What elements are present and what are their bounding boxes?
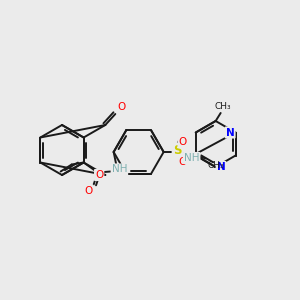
Text: NH: NH [184, 153, 200, 163]
Text: O: O [178, 157, 187, 167]
Text: O: O [178, 137, 187, 147]
Text: O: O [95, 170, 103, 180]
Text: CH₃: CH₃ [208, 160, 224, 169]
Text: NH: NH [112, 164, 127, 175]
Text: N: N [226, 128, 235, 137]
Text: S: S [173, 145, 182, 158]
Text: O: O [84, 185, 93, 196]
Text: CH₃: CH₃ [214, 102, 231, 111]
Text: O: O [117, 102, 126, 112]
Text: N: N [217, 162, 225, 172]
